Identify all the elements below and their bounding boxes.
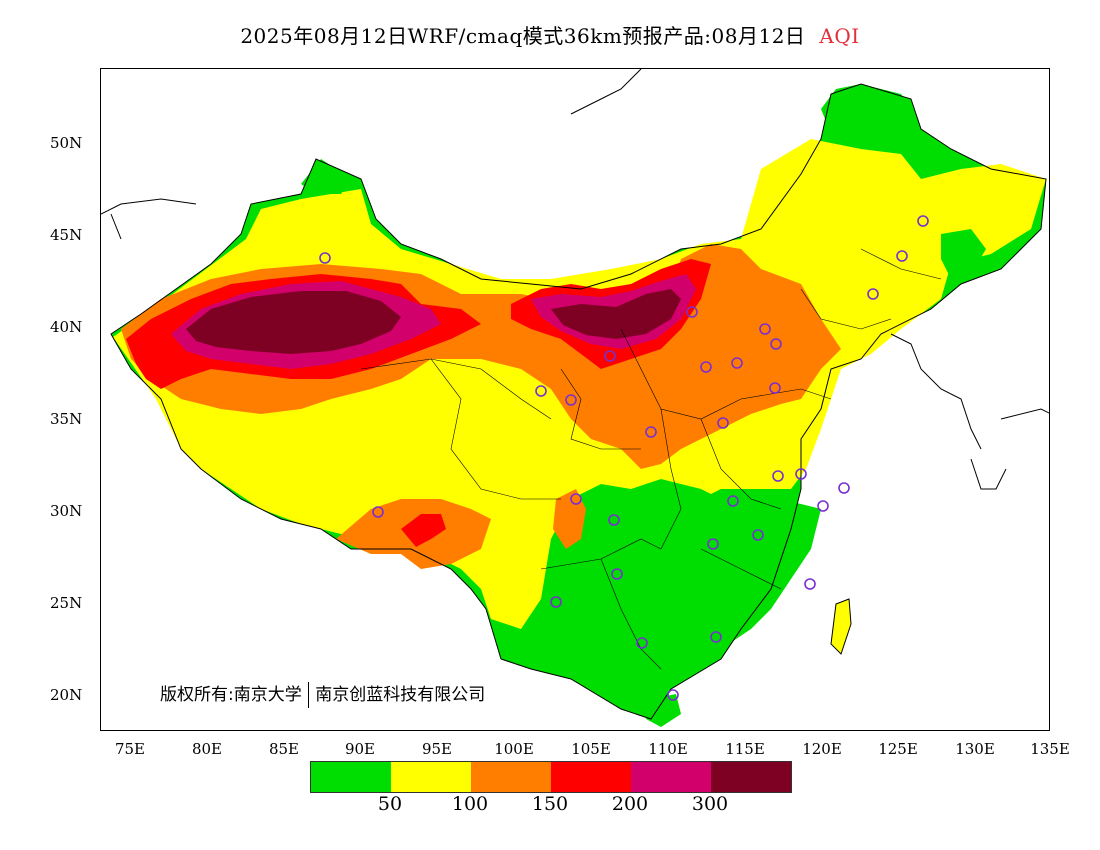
station-marker bbox=[570, 493, 582, 505]
station-marker bbox=[795, 468, 807, 480]
station-marker bbox=[772, 470, 784, 482]
station-markers bbox=[319, 215, 929, 701]
station-marker bbox=[604, 350, 616, 362]
station-marker bbox=[817, 500, 829, 512]
coastline-taiwan bbox=[830, 598, 852, 655]
station-marker bbox=[535, 385, 547, 397]
title-main: 2025年08月12日WRF/cmaq模式36km预报产品:08月12日 bbox=[240, 24, 806, 48]
station-marker bbox=[727, 495, 739, 507]
station-marker bbox=[611, 568, 623, 580]
chart-title: 2025年08月12日WRF/cmaq模式36km预报产品:08月12日 AQI bbox=[0, 20, 1100, 49]
lon-tick-label: 95E bbox=[421, 740, 453, 758]
legend-tick-label: 150 bbox=[531, 793, 569, 815]
lon-tick-label: 85E bbox=[268, 740, 300, 758]
lat-tick-label: 20N bbox=[50, 686, 83, 704]
lat-tick-label: 35N bbox=[50, 410, 83, 428]
station-marker bbox=[707, 538, 719, 550]
lon-tick-label: 120E bbox=[802, 740, 842, 758]
station-marker bbox=[759, 323, 771, 335]
credit-right: 南京创蓝科技有限公司 bbox=[315, 685, 486, 705]
station-marker bbox=[686, 306, 698, 318]
station-marker bbox=[770, 338, 782, 350]
province-borders bbox=[360, 248, 942, 670]
credit-divider bbox=[307, 682, 310, 708]
lon-tick-label: 100E bbox=[494, 740, 534, 758]
station-marker bbox=[372, 506, 384, 518]
station-marker bbox=[565, 394, 577, 406]
lon-tick-label: 90E bbox=[344, 740, 376, 758]
station-marker bbox=[645, 426, 657, 438]
lon-tick-label: 130E bbox=[955, 740, 995, 758]
aqi-patch-green-northeast bbox=[821, 84, 916, 139]
legend-swatch bbox=[471, 762, 551, 792]
map-panel bbox=[100, 68, 1050, 731]
lon-tick-label: 115E bbox=[725, 740, 765, 758]
station-marker bbox=[608, 514, 620, 526]
legend-tick-label: 50 bbox=[377, 793, 403, 815]
color-legend bbox=[310, 761, 792, 793]
station-marker bbox=[804, 578, 816, 590]
station-marker bbox=[550, 596, 562, 608]
aqi-patch-green-east bbox=[941, 229, 986, 279]
lat-tick-label: 50N bbox=[50, 134, 83, 152]
lat-tick-label: 40N bbox=[50, 318, 83, 336]
legend-swatch bbox=[391, 762, 471, 792]
lat-tick-label: 30N bbox=[50, 502, 83, 520]
lon-tick-label: 125E bbox=[878, 740, 918, 758]
station-marker bbox=[636, 637, 648, 649]
copyright-credit: 版权所有:南京大学 南京创蓝科技有限公司 bbox=[160, 680, 485, 708]
legend-tick-label: 300 bbox=[691, 793, 729, 815]
lon-tick-label: 105E bbox=[571, 740, 611, 758]
lon-tick-label: 135E bbox=[1030, 740, 1070, 758]
china-border bbox=[110, 83, 1047, 720]
aqi-patch-green-south bbox=[631, 479, 821, 664]
station-marker bbox=[896, 250, 908, 262]
station-marker bbox=[731, 357, 743, 369]
aqi-patch-green-hainan bbox=[646, 694, 681, 727]
station-marker bbox=[319, 252, 331, 264]
title-variable: AQI bbox=[819, 24, 860, 48]
legend-tick-label: 200 bbox=[611, 793, 649, 815]
station-marker bbox=[717, 417, 729, 429]
station-marker bbox=[917, 215, 929, 227]
aqi-region-maroon-tarim bbox=[186, 291, 401, 354]
legend-swatch bbox=[711, 762, 791, 792]
legend-swatch bbox=[311, 762, 391, 792]
station-marker bbox=[838, 482, 850, 494]
legend-tick-label: 100 bbox=[451, 793, 489, 815]
station-marker bbox=[769, 382, 781, 394]
lat-tick-label: 45N bbox=[50, 226, 83, 244]
coastline-korea-japan bbox=[890, 333, 1049, 490]
station-marker bbox=[700, 361, 712, 373]
legend-swatch bbox=[631, 762, 711, 792]
lon-tick-label: 110E bbox=[648, 740, 688, 758]
station-marker bbox=[752, 529, 764, 541]
aqi-region-red-tibet bbox=[401, 514, 446, 547]
station-marker bbox=[667, 689, 679, 701]
credit-left: 版权所有:南京大学 bbox=[160, 685, 302, 705]
lon-tick-label: 80E bbox=[191, 740, 223, 758]
aqi-region-maroon-alxa bbox=[551, 289, 681, 339]
legend-swatch bbox=[551, 762, 631, 792]
station-marker bbox=[710, 631, 722, 643]
lat-tick-label: 25N bbox=[50, 594, 83, 612]
station-marker bbox=[867, 288, 879, 300]
china-aqi-map bbox=[101, 69, 1049, 727]
lon-tick-label: 75E bbox=[114, 740, 146, 758]
coastline-russia bbox=[101, 69, 642, 240]
aqi-patch-green-xinjiang bbox=[301, 159, 351, 194]
